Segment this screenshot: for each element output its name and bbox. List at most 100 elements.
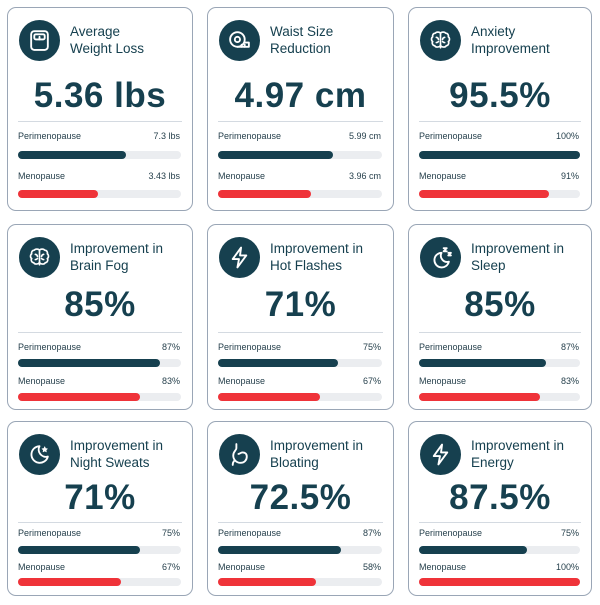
menopause-bar: [218, 190, 382, 198]
stat-card-3: Anxiety Improvement 95.5% Perimenopause …: [408, 7, 592, 211]
menopause-label: Menopause: [18, 562, 66, 572]
menopause-bar: [18, 393, 181, 401]
menopause-bar-fill: [419, 578, 580, 586]
menopause-bar-fill: [419, 393, 540, 401]
perimenopause-bar: [419, 151, 580, 159]
menopause-bar: [419, 578, 580, 586]
menopause-value: 67%: [161, 562, 180, 572]
stat-card-1: Average Weight Loss 5.36 lbs Perimenopau…: [7, 7, 193, 211]
stat-card-4: Improvement in Brain Fog 85% Perimenopau…: [7, 224, 193, 410]
perimenopause-bar-fill: [18, 546, 141, 554]
menopause-label: Menopause: [218, 171, 266, 181]
perimenopause-value: 75%: [560, 528, 579, 538]
stat-card-6: Improvement in Sleep 85% Perimenopause 8…: [408, 224, 592, 410]
perimenopause-label: Perimenopause: [18, 528, 82, 538]
card-title: Improvement in Energy: [471, 438, 565, 470]
menopause-bar: [419, 393, 580, 401]
perimenopause-label: Perimenopause: [18, 342, 82, 352]
menopause-value: 3.43 lbs: [148, 171, 180, 181]
menopause-bar: [419, 190, 580, 198]
perimenopause-value: 87%: [560, 342, 579, 352]
menopause-bar-fill: [18, 578, 121, 586]
menopause-value: 67%: [362, 376, 381, 386]
card-divider: [218, 522, 383, 523]
perimenopause-bar-fill: [218, 359, 338, 367]
menopause-bar-fill: [218, 393, 320, 401]
card-title: Improvement in Hot Flashes: [270, 241, 364, 273]
menopause-value: 83%: [560, 376, 579, 386]
perimenopause-bar-fill: [419, 151, 580, 159]
stomach-icon: [219, 434, 260, 475]
card-title: Improvement in Sleep: [471, 241, 565, 273]
perimenopause-bar-fill: [218, 151, 333, 159]
menopause-bar-fill: [419, 190, 550, 198]
menopause-bar-fill: [18, 190, 98, 198]
perimenopause-value: 75%: [362, 342, 381, 352]
stat-card-2: Waist Size Reduction 4.97 cm Perimenopau…: [207, 7, 394, 211]
sleep-moon-icon: [420, 237, 461, 278]
stat-card-9: Improvement in Energy 87.5% Perimenopaus…: [408, 421, 592, 596]
perimenopause-bar-fill: [18, 359, 160, 367]
perimenopause-label: Perimenopause: [218, 342, 282, 352]
card-divider: [218, 332, 383, 333]
menopause-value: 100%: [555, 562, 579, 572]
card-value: 85%: [64, 285, 136, 324]
brain-icon: [420, 20, 461, 61]
card-divider: [419, 522, 581, 523]
card-divider: [18, 332, 182, 333]
perimenopause-bar-fill: [218, 546, 341, 554]
perimenopause-label: Perimenopause: [419, 342, 483, 352]
perimenopause-bar: [18, 151, 181, 159]
menopause-bar: [18, 578, 181, 586]
card-title: Waist Size Reduction: [270, 24, 334, 56]
menopause-bar-fill: [218, 578, 317, 586]
card-title: Improvement in Bloating: [270, 438, 364, 470]
tape-measure-icon: [219, 20, 260, 61]
perimenopause-label: Perimenopause: [218, 528, 282, 538]
perimenopause-bar: [218, 359, 382, 367]
card-title: Average Weight Loss: [70, 24, 145, 56]
menopause-label: Menopause: [419, 562, 467, 572]
menopause-bar: [218, 393, 382, 401]
menopause-bar-fill: [218, 190, 312, 198]
brain-icon: [19, 237, 60, 278]
stat-card-5: Improvement in Hot Flashes 71% Perimenop…: [207, 224, 394, 410]
perimenopause-label: Perimenopause: [218, 131, 282, 141]
card-value: 5.36 lbs: [33, 76, 167, 115]
card-value: 71%: [264, 285, 337, 324]
menopause-bar: [18, 190, 181, 198]
scale-icon: [19, 20, 60, 61]
perimenopause-value: 87%: [161, 342, 180, 352]
perimenopause-bar-fill: [419, 546, 527, 554]
menopause-bar-fill: [18, 393, 141, 401]
perimenopause-bar: [18, 359, 181, 367]
card-value: 71%: [64, 478, 136, 517]
perimenopause-value: 5.99 cm: [348, 131, 381, 141]
menopause-value: 91%: [560, 171, 579, 181]
menopause-bar: [218, 578, 382, 586]
card-value: 87.5%: [449, 478, 551, 517]
perimenopause-value: 7.3 lbs: [153, 131, 180, 141]
card-divider: [218, 121, 383, 122]
stat-card-7: Improvement in Night Sweats 71% Perimeno…: [7, 421, 193, 596]
perimenopause-label: Perimenopause: [18, 131, 82, 141]
perimenopause-bar-fill: [18, 151, 126, 159]
perimenopause-bar: [218, 546, 382, 554]
perimenopause-bar: [419, 359, 580, 367]
card-title: Improvement in Brain Fog: [70, 241, 164, 273]
perimenopause-value: 75%: [161, 528, 180, 538]
perimenopause-bar: [218, 151, 382, 159]
card-title: Anxiety Improvement: [471, 24, 550, 56]
perimenopause-label: Perimenopause: [419, 131, 483, 141]
menopause-label: Menopause: [18, 171, 66, 181]
card-divider: [18, 522, 182, 523]
card-value: 4.97 cm: [234, 76, 367, 115]
moon-star-icon: [19, 434, 60, 475]
menopause-label: Menopause: [218, 376, 266, 386]
menopause-label: Menopause: [419, 376, 467, 386]
menopause-label: Menopause: [18, 376, 66, 386]
card-value: 72.5%: [249, 478, 352, 517]
stat-card-8: Improvement in Bloating 72.5% Perimenopa…: [207, 421, 394, 596]
perimenopause-value: 87%: [362, 528, 381, 538]
perimenopause-value: 100%: [555, 131, 579, 141]
